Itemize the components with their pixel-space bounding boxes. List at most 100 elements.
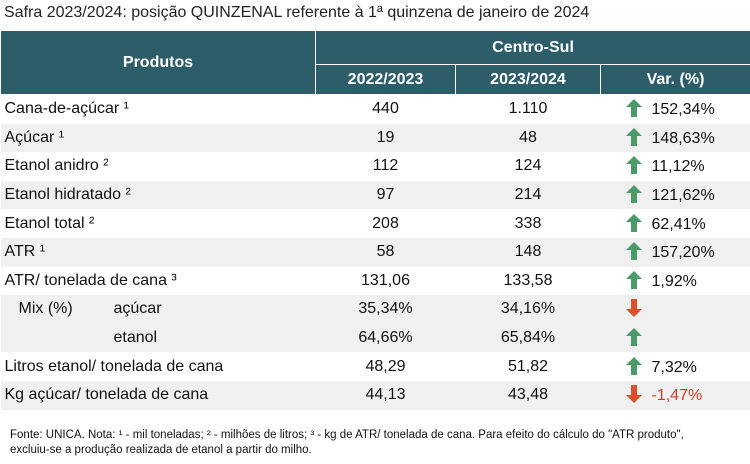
table-part xyxy=(600,295,750,324)
cell-text: 121,62% xyxy=(651,187,715,205)
cell-text: 133,58 xyxy=(503,271,553,289)
cell-text: 97 xyxy=(315,180,456,210)
arrow-icon xyxy=(625,213,642,232)
cell-text: Litros etanol/ tonelada de cana xyxy=(4,357,224,375)
table-part xyxy=(600,323,750,353)
cell-text: 440 xyxy=(372,100,399,118)
cell-text: 43,48 xyxy=(455,380,601,410)
cell-text: 34,16% xyxy=(455,295,601,324)
table-part: ATR/ tonelada de cana ³ 131,06 133,58 1,92% xyxy=(1,267,750,296)
table-part: Cana-de-açúcar ¹ 440 1.110 152,34% xyxy=(1,95,750,124)
table-part: etanol xyxy=(0,323,316,353)
title: Safra 2023/2024: posição QUINZENAL refer… xyxy=(4,4,590,21)
table-part xyxy=(625,385,642,404)
cell-text: 51,82 xyxy=(507,357,549,375)
cell-text: -1,47% xyxy=(651,387,703,405)
cell-text: 148 xyxy=(455,237,601,267)
cell-text: 1,92% xyxy=(651,272,697,290)
arrow-icon xyxy=(625,242,642,261)
table: Produtos Centro-Sul 2022/2023 2023/2024 Var… xyxy=(0,30,750,410)
table-part: -1,47% xyxy=(600,380,750,410)
table-part: Kg açúcar/ tonelada de cana 44,13 43,48 -1,… xyxy=(0,380,750,410)
table-part: Mix (%) açúcar 35,34% 34,16% xyxy=(0,295,750,324)
table-part xyxy=(625,213,642,232)
cell-text: 65,84% xyxy=(455,323,601,353)
table-part: 121,62% xyxy=(600,180,750,210)
arrow-icon xyxy=(625,328,642,347)
cell-text: 131,06 xyxy=(361,271,410,289)
table-part: Mix (%) açúcar 35,34% 34,16% etanol 64,66% 65… xyxy=(0,295,750,353)
cell-text: 2023/2024 xyxy=(455,64,601,95)
cell-text: Etanol anidro ² xyxy=(4,157,109,175)
table-part xyxy=(625,242,642,261)
cell-text: 2022/2023 xyxy=(315,64,456,95)
mix-label: Mix (%) xyxy=(18,300,73,318)
cell-text: 19 xyxy=(315,123,456,153)
cell-text: Etanol total ² xyxy=(4,214,95,232)
cell-text: 157,20% xyxy=(651,244,715,262)
table-part xyxy=(625,299,642,318)
cell-text: Produtos xyxy=(0,30,316,95)
cell-text: açúcar xyxy=(113,300,162,318)
footnote: Fonte: UNICA. Nota: ¹ - mil toneladas; ²… xyxy=(10,429,684,456)
cell-text: 58 xyxy=(315,237,456,267)
cell-text: 48 xyxy=(455,123,601,153)
table-part xyxy=(625,127,642,146)
cell-text: Var. (%) xyxy=(599,64,750,95)
cell-text: 64,66% xyxy=(315,323,456,353)
table-part xyxy=(625,270,642,289)
cell-text: 35,34% xyxy=(315,295,456,324)
table-part: Produtos Centro-Sul xyxy=(0,30,750,95)
table-part xyxy=(625,328,642,347)
cell-text: ATR/ tonelada de cana ³ xyxy=(4,271,177,289)
cell-text: 62,41% xyxy=(651,215,706,233)
cell-text: 214 xyxy=(455,180,601,210)
table-part: 62,41% xyxy=(601,209,750,238)
cell-text: ATR ¹ xyxy=(0,237,316,267)
arrow-icon xyxy=(625,299,642,318)
cell-text: etanol xyxy=(113,329,158,347)
cell-text: Etanol hidratado ² xyxy=(0,180,316,210)
arrow-icon xyxy=(625,385,642,404)
arrow-icon xyxy=(625,99,642,118)
table-part: ATR ¹ 58 148 157,20% xyxy=(0,237,750,267)
arrow-icon xyxy=(625,356,642,375)
table-part: 1,92% xyxy=(601,267,750,296)
table-part: 11,12% xyxy=(601,152,750,181)
table-part xyxy=(625,99,642,118)
arrow-icon xyxy=(625,127,642,146)
cell-text: Açúcar ¹ xyxy=(0,123,316,153)
table-part: Litros etanol/ tonelada de cana 48,29 51,8… xyxy=(0,352,750,410)
table-part: 152,34% xyxy=(601,95,750,124)
table-part xyxy=(625,156,642,175)
table-part: Litros etanol/ tonelada de cana 48,29 51,8… xyxy=(1,352,750,381)
table-part: Produtos Centro-Sul 2022/2023 2023/2024 Var… xyxy=(0,30,750,95)
table-part: 2022/2023 2023/2024 Var. (%) xyxy=(1,64,750,95)
table-part: etanol 64,66% 65,84% xyxy=(0,323,750,353)
arrow-icon xyxy=(625,156,642,175)
table-part: Etanol total ² 208 338 62,41% xyxy=(1,209,750,238)
cell-text: 148,63% xyxy=(651,129,715,147)
cell-text: 48,29 xyxy=(365,357,406,375)
cell-text: Centro-Sul xyxy=(314,30,750,65)
table-part: Etanol hidratado ² 97 214 121,62% xyxy=(0,180,750,210)
table-part: 157,20% xyxy=(600,237,750,267)
cell-text: 112 xyxy=(372,157,399,175)
table-part: Açúcar ¹ 19 48 148,63% xyxy=(0,123,750,153)
cell-text: Cana-de-açúcar ¹ xyxy=(4,100,130,118)
cell-text: 1.110 xyxy=(508,100,548,118)
table-part xyxy=(625,185,642,204)
cell-text: 338 xyxy=(514,214,542,232)
cell-text: Kg açúcar/ tonelada de cana xyxy=(0,380,316,410)
table-part xyxy=(625,356,642,375)
table-part: Mix (%) açúcar xyxy=(0,295,316,324)
cell-text: 124 xyxy=(514,157,542,175)
arrow-icon xyxy=(625,270,642,289)
cell-text: 44,13 xyxy=(315,380,456,410)
arrow-icon xyxy=(625,185,642,204)
cell-text: 11,12% xyxy=(651,158,705,176)
table-part: Etanol anidro ² 112 124 11,12% xyxy=(1,152,750,181)
cell-text: 208 xyxy=(372,214,399,232)
